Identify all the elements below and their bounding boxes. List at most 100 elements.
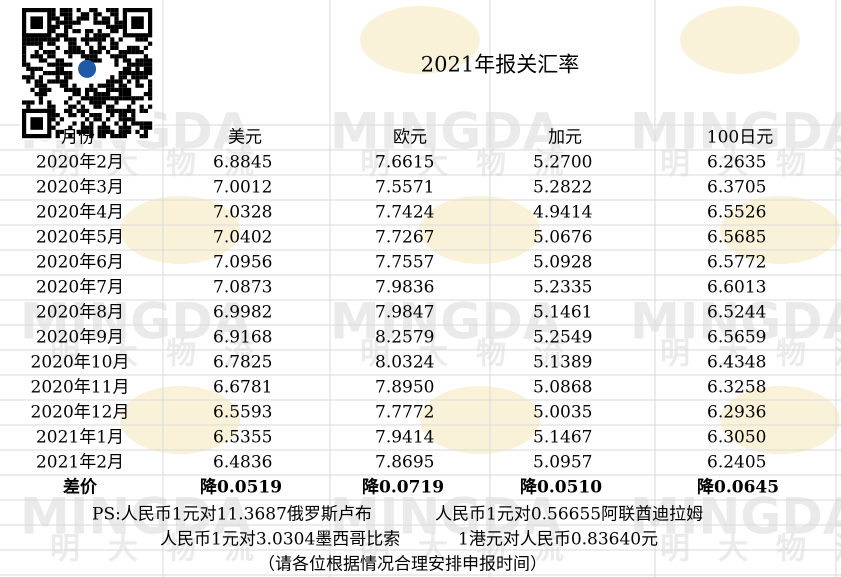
qr-module: [68, 113, 73, 118]
qr-module: [59, 12, 64, 17]
qr-module: [118, 129, 123, 134]
qr-module: [26, 37, 31, 42]
qr-module: [38, 37, 43, 42]
qr-module: [122, 66, 127, 71]
qr-module: [55, 58, 60, 63]
qr-module: [122, 54, 127, 59]
qr-module: [148, 121, 153, 126]
qr-module: [43, 71, 48, 76]
qr-module: [85, 87, 90, 92]
qr-module: [118, 96, 123, 101]
qr-module: [93, 33, 98, 38]
column-header: 美元: [228, 128, 262, 148]
qr-module: [143, 108, 148, 113]
qr-module: [143, 129, 148, 134]
qr-module: [38, 54, 43, 59]
watermark-text: MINGDA: [630, 103, 841, 161]
rate-cell: 7.8950: [375, 378, 434, 398]
qr-module: [76, 16, 81, 21]
qr-module: [55, 121, 60, 126]
column-header: 月份: [61, 128, 95, 148]
qr-module: [34, 83, 39, 88]
qr-module: [64, 20, 69, 25]
qr-finder: [22, 8, 52, 38]
month-cell: 2020年9月: [36, 328, 124, 348]
qr-module: [118, 134, 123, 139]
qr-module: [122, 58, 127, 63]
qr-module: [127, 92, 132, 97]
qr-module: [64, 87, 69, 92]
qr-module: [148, 62, 153, 67]
qr-module: [38, 45, 43, 50]
qr-module: [38, 83, 43, 88]
qr-module: [106, 104, 111, 109]
qr-module: [135, 96, 140, 101]
qr-module: [139, 58, 144, 63]
qr-module: [97, 33, 102, 38]
qr-module: [30, 41, 35, 46]
qr-module: [55, 24, 60, 29]
month-cell: 2020年4月: [36, 203, 124, 223]
qr-module: [97, 58, 102, 63]
qr-module: [135, 121, 140, 126]
difference-cell: 降0.0719: [362, 477, 444, 498]
qr-module: [101, 45, 106, 50]
qr-module: [55, 71, 60, 76]
qr-module: [110, 96, 115, 101]
month-cell: 2021年2月: [36, 453, 124, 473]
qr-module: [106, 20, 111, 25]
qr-module: [51, 16, 56, 21]
qr-module: [89, 37, 94, 42]
qr-module: [106, 96, 111, 101]
qr-module: [110, 79, 115, 84]
qr-module: [110, 108, 115, 113]
qr-module: [22, 54, 27, 59]
qr-module: [122, 75, 127, 80]
qr-module: [38, 79, 43, 84]
qr-module: [110, 37, 115, 42]
qr-module: [30, 71, 35, 76]
qr-module: [93, 113, 98, 118]
qr-module: [106, 125, 111, 130]
qr-module: [139, 125, 144, 130]
qr-module: [38, 92, 43, 97]
qr-module: [114, 62, 119, 67]
qr-module: [101, 20, 106, 25]
qr-module: [68, 134, 73, 139]
qr-module: [38, 87, 43, 92]
qr-module: [85, 125, 90, 130]
qr-module: [97, 41, 102, 46]
qr-module: [114, 79, 119, 84]
qr-finder: [22, 108, 52, 139]
qr-module: [22, 50, 27, 55]
qr-module: [148, 125, 153, 130]
qr-finder: [30, 16, 43, 29]
month-cell: 2020年6月: [36, 253, 124, 273]
qr-finder: [30, 117, 43, 130]
qr-module: [64, 16, 69, 21]
rate-cell: 7.9836: [375, 278, 434, 298]
qr-module: [80, 12, 85, 17]
qr-module: [89, 113, 94, 118]
qr-module: [118, 75, 123, 80]
month-cell: 2020年3月: [36, 178, 124, 198]
qr-module: [68, 16, 73, 21]
qr-module: [118, 50, 123, 55]
qr-module: [30, 37, 35, 42]
qr-module: [72, 113, 77, 118]
qr-module: [76, 8, 81, 13]
qr-module: [85, 33, 90, 38]
qr-module: [131, 108, 136, 113]
qr-module: [34, 41, 39, 46]
qr-module: [22, 62, 27, 67]
qr-module: [114, 87, 119, 92]
qr-module: [139, 37, 144, 42]
watermark-logo: [120, 386, 240, 454]
rate-cell: 6.5593: [213, 403, 272, 423]
qr-module: [47, 79, 52, 84]
qr-module: [55, 129, 60, 134]
qr-module: [43, 83, 48, 88]
qr-module: [43, 58, 48, 63]
rate-cell: 7.9847: [375, 303, 434, 323]
